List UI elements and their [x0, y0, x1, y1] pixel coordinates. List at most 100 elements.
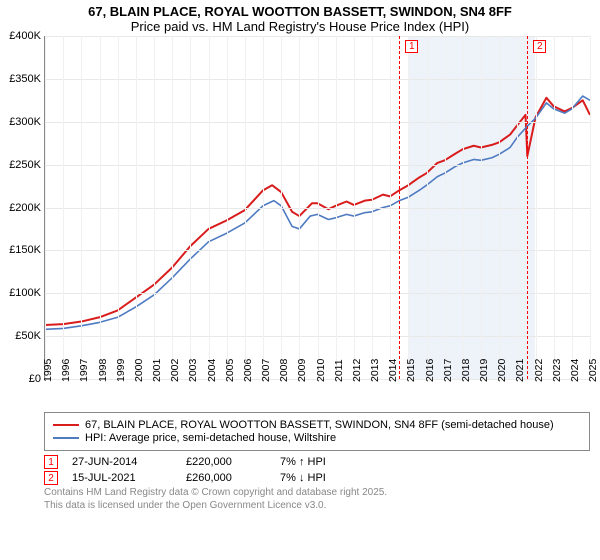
x-tick-label: 2024	[569, 359, 581, 382]
vgrid-line	[209, 36, 210, 379]
x-tick-label: 2016	[424, 359, 436, 382]
title-line-2: Price paid vs. HM Land Registry's House …	[8, 19, 592, 34]
vgrid-line	[81, 36, 82, 379]
vgrid-line	[445, 36, 446, 379]
x-tick: 2010	[318, 36, 319, 379]
legend-label: HPI: Average price, semi-detached house,…	[85, 432, 336, 444]
x-tick: 1999	[118, 36, 119, 379]
vgrid-line	[590, 36, 591, 379]
x-tick-label: 2004	[206, 359, 218, 382]
x-tick-label: 2002	[169, 359, 181, 382]
vgrid-line	[172, 36, 173, 379]
x-tick: 2023	[554, 36, 555, 379]
x-tick-label: 2023	[551, 359, 563, 382]
attribution: Contains HM Land Registry data © Crown c…	[44, 487, 590, 512]
x-tick: 2011	[336, 36, 337, 379]
x-tick: 2013	[372, 36, 373, 379]
vgrid-line	[336, 36, 337, 379]
event-marker-label: 1	[405, 40, 418, 53]
event-marker-line	[399, 36, 400, 379]
y-tick-label: £50K	[15, 330, 45, 342]
x-tick-label: 2015	[405, 359, 417, 382]
vgrid-line	[390, 36, 391, 379]
sale-row: 127-JUN-2014£220,0007% ↑ HPI	[44, 455, 590, 469]
x-tick: 2007	[263, 36, 264, 379]
attribution-line-2: This data is licensed under the Open Gov…	[44, 500, 590, 513]
vgrid-line	[572, 36, 573, 379]
x-tick: 1998	[100, 36, 101, 379]
plot-region: £0£50K£100K£150K£200K£250K£300K£350K£400…	[44, 36, 590, 380]
x-tick: 1996	[63, 36, 64, 379]
y-tick-label: £100K	[9, 287, 45, 299]
vgrid-line	[408, 36, 409, 379]
event-marker-label: 2	[533, 40, 546, 53]
title-line-1: 67, BLAIN PLACE, ROYAL WOOTTON BASSETT, …	[8, 4, 592, 19]
vgrid-line	[100, 36, 101, 379]
x-tick: 2005	[227, 36, 228, 379]
x-tick-label: 1995	[42, 359, 54, 382]
x-tick-label: 2006	[242, 359, 254, 382]
vgrid-line	[281, 36, 282, 379]
x-tick-label: 2021	[514, 359, 526, 382]
x-tick: 2022	[536, 36, 537, 379]
x-tick-label: 2019	[478, 359, 490, 382]
x-tick-label: 2014	[387, 359, 399, 382]
vgrid-line	[499, 36, 500, 379]
sale-price: £260,000	[186, 472, 266, 484]
vgrid-line	[372, 36, 373, 379]
vgrid-line	[263, 36, 264, 379]
x-tick: 2006	[245, 36, 246, 379]
x-tick: 2003	[190, 36, 191, 379]
x-tick-label: 2000	[133, 359, 145, 382]
x-tick: 2018	[463, 36, 464, 379]
sale-date: 27-JUN-2014	[72, 456, 172, 468]
x-tick: 2020	[499, 36, 500, 379]
vgrid-line	[245, 36, 246, 379]
sale-marker: 1	[44, 455, 58, 469]
legend-item: HPI: Average price, semi-detached house,…	[53, 432, 581, 444]
vgrid-line	[463, 36, 464, 379]
vgrid-line	[299, 36, 300, 379]
vgrid-line	[118, 36, 119, 379]
x-tick-label: 2018	[460, 359, 472, 382]
sale-date: 15-JUL-2021	[72, 472, 172, 484]
x-tick-label: 2012	[351, 359, 363, 382]
vgrid-line	[554, 36, 555, 379]
x-tick: 2019	[481, 36, 482, 379]
legend: 67, BLAIN PLACE, ROYAL WOOTTON BASSETT, …	[44, 412, 590, 451]
x-tick-label: 2009	[296, 359, 308, 382]
x-tick-label: 2017	[442, 359, 454, 382]
legend-swatch	[53, 424, 79, 426]
x-tick-label: 2001	[151, 359, 163, 382]
vgrid-line	[190, 36, 191, 379]
vgrid-line	[481, 36, 482, 379]
x-tick-label: 2010	[315, 359, 327, 382]
x-tick: 2017	[445, 36, 446, 379]
vgrid-line	[136, 36, 137, 379]
vgrid-line	[354, 36, 355, 379]
x-tick: 2012	[354, 36, 355, 379]
x-tick-label: 2011	[333, 359, 345, 382]
x-tick-label: 1999	[115, 359, 127, 382]
x-tick-label: 1998	[97, 359, 109, 382]
x-tick-label: 2020	[496, 359, 508, 382]
x-tick-label: 1997	[78, 359, 90, 382]
sale-marker: 2	[44, 471, 58, 485]
x-tick-label: 2025	[587, 359, 599, 382]
x-tick: 2024	[572, 36, 573, 379]
vgrid-line	[536, 36, 537, 379]
x-tick-label: 2007	[260, 359, 272, 382]
y-tick-label: £350K	[9, 73, 45, 85]
x-tick: 2009	[299, 36, 300, 379]
vgrid-line	[45, 36, 46, 379]
vgrid-line	[63, 36, 64, 379]
x-tick: 2014	[390, 36, 391, 379]
x-tick: 1997	[81, 36, 82, 379]
sale-price: £220,000	[186, 456, 266, 468]
sale-row: 215-JUL-2021£260,0007% ↓ HPI	[44, 471, 590, 485]
x-tick: 2002	[172, 36, 173, 379]
vgrid-line	[318, 36, 319, 379]
chart-title: 67, BLAIN PLACE, ROYAL WOOTTON BASSETT, …	[0, 0, 600, 36]
event-marker-line	[527, 36, 528, 379]
x-tick: 2016	[427, 36, 428, 379]
